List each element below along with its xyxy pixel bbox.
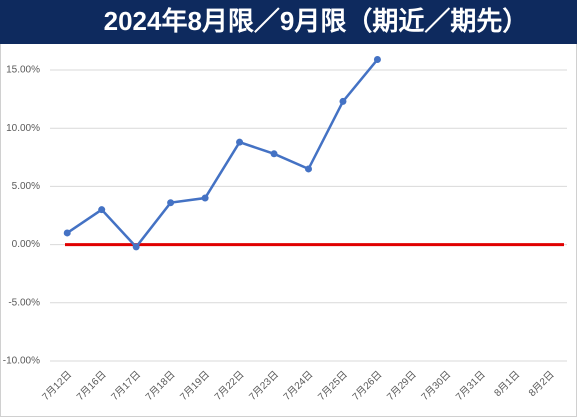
data-point [201,194,209,202]
data-point [132,243,140,251]
data-point [373,56,381,64]
y-tick-label: 5.00% [12,181,40,192]
data-point [270,150,278,158]
data-point [339,97,347,105]
data-point [305,165,312,173]
y-tick-label: 10.00% [6,123,40,134]
chart-title: 2024年8月限／9月限（期近／期先） [104,6,529,36]
title-banner [0,0,577,44]
y-tick-label: -5.00% [8,297,40,308]
y-tick-label: 0.00% [12,239,40,250]
data-point [236,138,244,146]
data-point [98,206,106,214]
data-point [167,199,175,207]
data-point [63,229,71,237]
series-line [66,58,379,249]
y-tick-label: 15.00% [6,65,40,76]
y-tick-label: -10.00% [3,356,40,367]
